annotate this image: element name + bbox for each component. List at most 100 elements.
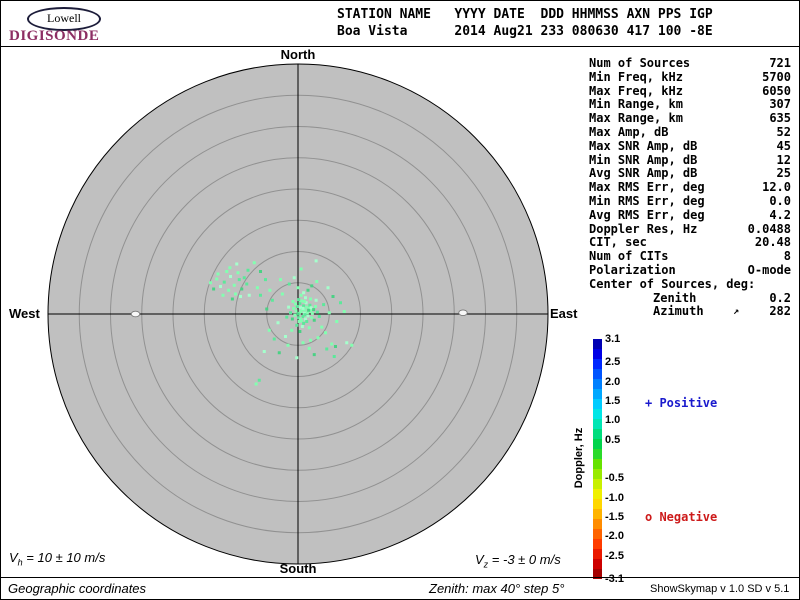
open-source-marker [458, 309, 468, 316]
source-point [219, 285, 222, 288]
source-point [279, 278, 282, 282]
source-point [252, 261, 256, 265]
source-point [309, 297, 312, 301]
source-point [264, 278, 267, 282]
source-point [345, 341, 349, 345]
stat-label: Max RMS Err, deg [589, 180, 705, 195]
skymap-polar-plot [47, 63, 549, 565]
source-point [350, 343, 354, 347]
source-point [267, 328, 271, 332]
stat-row: Min Range, km 307 [589, 98, 791, 112]
stat-label: Max SNR Amp, dB [589, 138, 698, 153]
source-point [297, 316, 301, 320]
stat-row: Min SNR Amp, dB 12 [589, 153, 791, 168]
source-point [298, 330, 302, 333]
source-point [280, 292, 284, 296]
vz-subscript: z [483, 559, 489, 570]
source-point [287, 282, 291, 286]
source-point [300, 319, 304, 323]
stat-row: Avg SNR Amp, dB 25 [589, 167, 791, 181]
source-point [297, 298, 301, 302]
source-point [299, 267, 303, 271]
colorbar-segment [593, 449, 602, 459]
vertical-velocity-readout: Vz = -3 ± 0 m/s [475, 552, 561, 570]
source-point [315, 280, 319, 283]
footer-divider [1, 577, 799, 578]
coordinate-system-label: Geographic coordinates [8, 581, 147, 596]
colorbar-tick: -1.0 [605, 491, 624, 504]
colorbar-segment [593, 339, 602, 349]
source-point [285, 315, 289, 319]
source-point [305, 311, 309, 315]
source-point [239, 295, 242, 298]
source-point [314, 305, 317, 308]
source-point [335, 320, 339, 323]
colorbar-tick: -0.5 [605, 472, 624, 485]
source-point [228, 266, 232, 270]
source-point [246, 268, 250, 272]
source-point [295, 356, 299, 360]
source-point [272, 337, 276, 341]
source-point [265, 307, 269, 311]
colorbar-tick: 3.1 [605, 333, 621, 345]
source-point [255, 286, 259, 290]
stat-label: Avg RMS Err, deg [589, 207, 705, 222]
source-point [320, 325, 324, 329]
source-point [298, 301, 302, 305]
colorbar-segment [593, 409, 602, 419]
source-point [209, 281, 212, 285]
source-point [316, 336, 320, 340]
source-point [315, 310, 319, 314]
source-point [301, 341, 305, 345]
stat-value: 45 [776, 138, 791, 153]
positive-doppler-legend: + Positive [645, 396, 718, 410]
source-point [312, 318, 316, 322]
vz-value: = -3 ± 0 m/s [488, 552, 561, 567]
source-point [242, 276, 246, 280]
south-label: South [279, 561, 317, 576]
source-point [296, 312, 300, 316]
east-label: East [550, 306, 578, 321]
stat-value: 307 [769, 97, 791, 112]
colorbar-segment [593, 379, 602, 389]
source-point [262, 350, 266, 353]
colorbar-segment [593, 459, 602, 469]
source-point [287, 305, 291, 309]
stat-label: Azimuth [653, 304, 704, 319]
source-point [230, 297, 234, 301]
stat-row: Num of Sources 721 [589, 56, 791, 71]
stat-value: 20.48 [754, 235, 791, 250]
source-point [259, 293, 262, 297]
source-point [302, 291, 306, 295]
stat-row: CIT, sec 20.48 [589, 236, 791, 250]
colorbar-segment [593, 419, 602, 429]
stat-label: Num of CITs [589, 249, 669, 264]
header-divider [1, 46, 799, 47]
source-point [331, 295, 335, 298]
source-point [299, 310, 303, 313]
stat-row: Avg RMS Err, deg 4.2 [589, 207, 791, 223]
source-point [306, 288, 310, 292]
source-point [229, 275, 232, 278]
source-point [299, 306, 302, 310]
colorbar-segment [593, 509, 602, 519]
colorbar-segment [593, 519, 602, 529]
colorbar-segment [593, 569, 602, 579]
stat-value: 0.2 [769, 290, 791, 305]
stat-row: Num of CITs 8 [589, 249, 791, 264]
source-point [302, 300, 306, 303]
source-point [247, 293, 251, 297]
colorbar-tick: -2.5 [605, 549, 624, 562]
west-label: West [9, 306, 40, 321]
source-point [296, 286, 300, 290]
source-point [303, 313, 307, 317]
source-point [221, 293, 225, 297]
stat-label: Center of Sources, deg: [589, 276, 756, 291]
colorbar-segment [593, 489, 602, 499]
source-point [284, 335, 287, 338]
source-point [312, 308, 316, 312]
source-point [310, 316, 314, 320]
stat-label: Num of Sources [589, 56, 691, 70]
stat-value: 0.0488 [747, 221, 791, 236]
